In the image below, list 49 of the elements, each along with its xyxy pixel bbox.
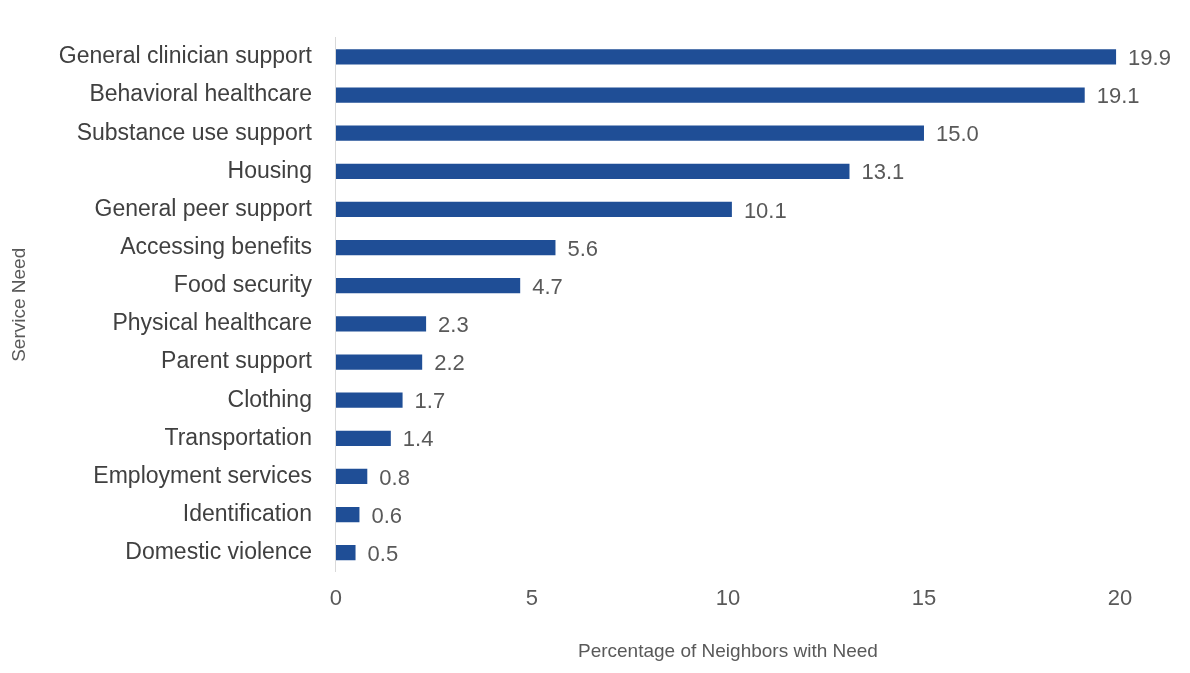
bar	[335, 545, 356, 561]
bar	[335, 278, 521, 294]
y-axis-title: Service Need	[7, 247, 29, 362]
data-label: 0.6	[371, 502, 403, 528]
y-tick-label: Parent support	[161, 347, 313, 374]
x-tick-label: 0	[329, 585, 343, 611]
y-tick-label: Physical healthcare	[112, 309, 312, 336]
x-tick-label: 15	[911, 585, 937, 611]
y-tick-label: Housing	[227, 156, 312, 183]
bar	[335, 506, 360, 523]
y-tick-label: Transportation	[164, 423, 312, 450]
bar	[335, 430, 391, 446]
y-tick-label: Identification	[182, 499, 312, 526]
x-tick-label: 10	[715, 585, 741, 611]
y-tick-label: General peer support	[94, 194, 313, 221]
y-tick-label: General clinician support	[58, 42, 313, 69]
bar	[335, 125, 924, 141]
y-tick-label: Employment services	[93, 461, 312, 488]
data-label: 2.3	[438, 311, 469, 337]
x-axis-title: Percentage of Neighbors with Need	[577, 639, 878, 661]
data-label: 0.8	[379, 464, 410, 490]
bar	[335, 163, 850, 179]
data-label: 13.1	[861, 159, 905, 185]
bar	[335, 49, 1117, 65]
bar	[335, 392, 403, 408]
y-tick-label: Food security	[173, 271, 313, 298]
data-label: 10.1	[743, 197, 787, 223]
bar	[335, 201, 732, 218]
bar	[335, 87, 1085, 103]
data-label: 19.1	[1096, 83, 1140, 109]
data-label: 4.7	[532, 273, 563, 299]
data-label: 15.0	[935, 121, 979, 147]
data-label: 2.2	[434, 350, 465, 376]
data-label: 19.9	[1128, 44, 1171, 70]
data-label: 1.7	[414, 388, 446, 414]
bar	[335, 316, 427, 332]
bar	[335, 354, 423, 370]
bar	[335, 239, 556, 256]
y-tick-label: Substance use support	[76, 118, 313, 145]
data-label: 1.4	[402, 426, 434, 452]
x-tick-label: 20	[1107, 585, 1133, 611]
x-tick-label: 5	[525, 585, 539, 611]
data-label: 5.6	[567, 235, 599, 261]
y-tick-label: Behavioral healthcare	[89, 80, 312, 107]
bar	[335, 468, 368, 485]
y-tick-label: Domestic violence	[125, 538, 312, 565]
y-tick-label: Clothing	[227, 385, 312, 412]
data-label: 0.5	[367, 540, 399, 566]
y-tick-label: Accessing benefits	[120, 232, 312, 259]
